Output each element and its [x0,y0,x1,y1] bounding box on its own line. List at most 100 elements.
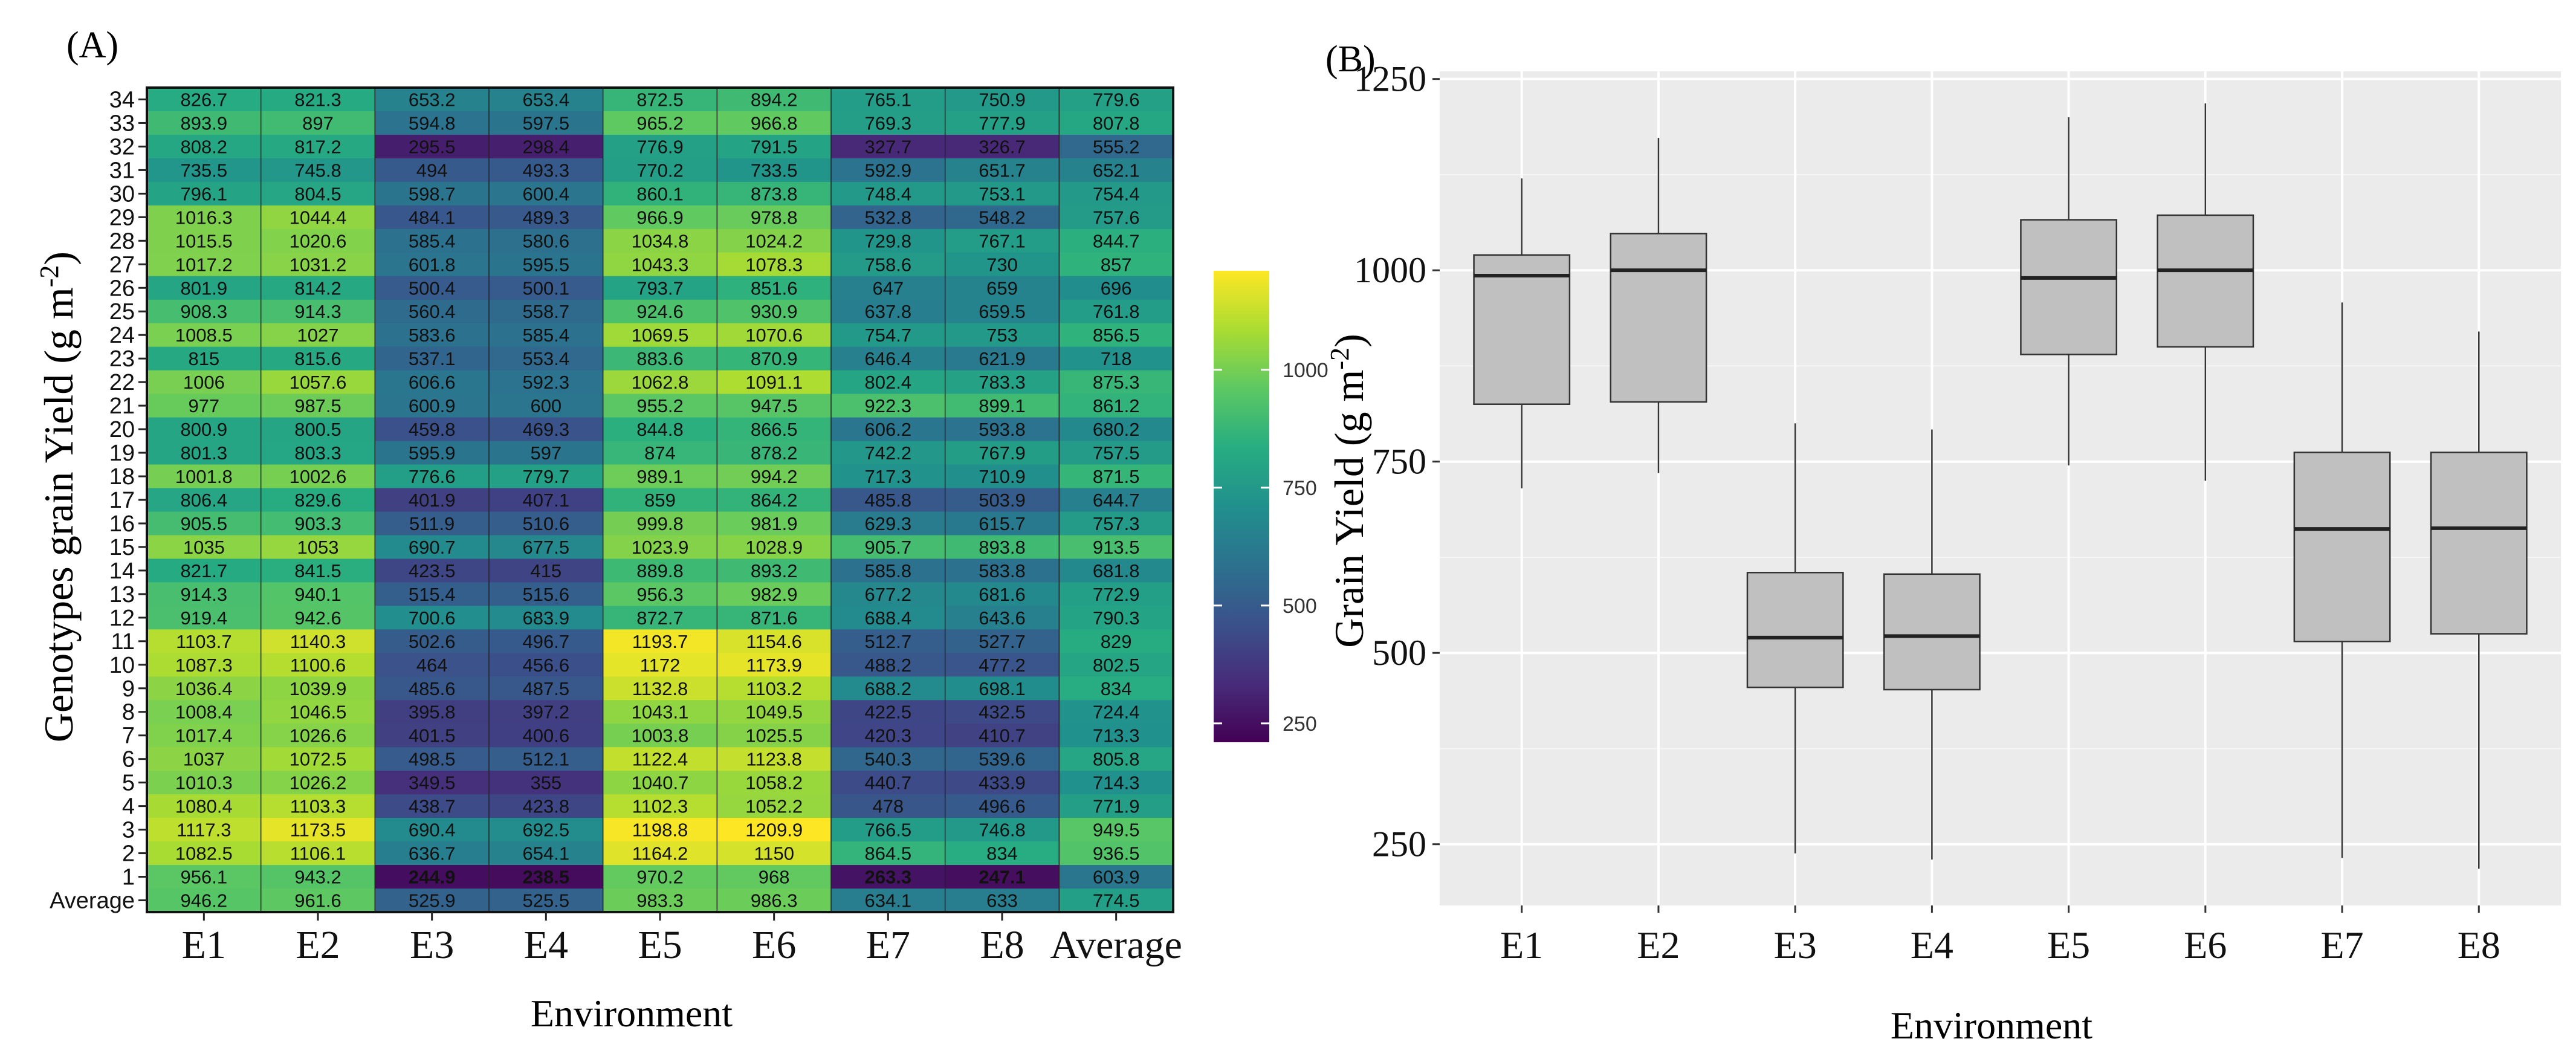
heatmap-cell-label: 999.8 [636,513,684,534]
heatmap-cell [945,252,1060,277]
heatmap-cell-label: 355 [530,772,561,794]
heatmap-cell [831,700,946,724]
heatmap-cell [831,535,946,560]
heatmap-cell [147,88,262,112]
heatmap-cell-label: 423.5 [409,560,456,581]
heatmap-cell [489,181,604,206]
heatmap-cell-label: 629.3 [865,513,912,534]
heatmap-cell [147,158,262,183]
heatmap-cell-label: 598.7 [409,183,456,204]
heatmap-cell [375,417,490,442]
heatmap-cell [489,158,604,183]
heatmap-cell [945,488,1060,513]
heatmap-cell [261,276,375,300]
heatmap-cell-label: 469.3 [523,419,570,440]
heatmap-cell-label: 793.7 [636,277,684,299]
boxplot-box-e8 [2430,331,2528,869]
heatmap-cell [603,747,717,771]
heatmap-cell-label: 860.1 [636,183,684,204]
heatmap-cell-label: 349.5 [409,772,456,794]
heatmap-cell [489,889,604,913]
heatmap-cell-label: 718 [1101,348,1132,369]
heatmap-cell [603,134,717,159]
heatmap-cell [717,653,832,677]
heatmap-cell-label: 908.3 [181,301,228,322]
heatmap-cell [261,841,375,866]
heatmap-cell-label: 595.9 [409,442,456,464]
colorbar-tick-label: 250 [1283,713,1317,736]
heatmap-cell [603,111,717,135]
heatmap-cell-label: 994.2 [751,466,798,487]
heatmap-cell [717,299,832,324]
heatmap-cell [831,370,946,395]
heatmap-cell [1059,889,1174,913]
heatmap-cell-label: 914.3 [294,301,341,322]
heatmap-cell [831,582,946,606]
heatmap-x-axis-title: Environment [531,992,733,1035]
heatmap-row-label: 20 [109,417,135,442]
heatmap-cell [261,393,375,418]
heatmap-cell [489,228,604,253]
heatmap-cell [945,535,1060,560]
heatmap-column-label: E2 [296,923,340,967]
heatmap-cell-label: 914.3 [181,584,228,605]
heatmap-cell [603,794,717,818]
boxplot-y-axis-title: Grain Yield (g m-2) [1325,334,1372,647]
heatmap-cell-label: 970.2 [636,867,684,888]
heatmap-cell [945,323,1060,348]
heatmap-cell-label: 539.6 [979,749,1026,770]
heatmap-cell-label: 1132.8 [632,678,688,699]
boxplot-box-e7 [2293,302,2391,858]
heatmap-cell [261,865,375,889]
heatmap-cell-label: 583.6 [409,325,456,346]
heatmap-cell-label: 1015.5 [175,230,233,251]
heatmap-cell-label: 1017.4 [175,725,233,746]
heatmap-cell [147,370,262,395]
heatmap-cell [375,865,490,889]
heatmap-cell [489,370,604,395]
heatmap-cell [147,252,262,277]
heatmap-cell-label: 407.1 [523,490,570,511]
heatmap-cell-label: 893.8 [979,537,1026,558]
heatmap-cell [717,393,832,418]
heatmap-cell [1059,299,1174,324]
heatmap-cell-label: 600 [530,395,561,416]
heatmap-cell [489,794,604,818]
boxplot-iqr-box [2293,452,2391,643]
heatmap-cell-label: 1154.6 [746,631,802,652]
heatmap-cell [717,228,832,253]
heatmap-cell [945,724,1060,748]
heatmap-cell-label: 644.7 [1093,490,1140,511]
heatmap-cell [375,511,490,536]
heatmap-cell [489,346,604,371]
boxplot-y-tick-label: 250 [1372,824,1426,864]
heatmap-cell [375,841,490,866]
heatmap-cell-label: 487.5 [523,678,570,699]
heatmap-cell [1059,511,1174,536]
heatmap-cell-label: 1031.2 [290,254,347,275]
heatmap-cell-label: 1020.6 [290,230,347,251]
heatmap-row-label: 32 [109,134,135,160]
heatmap-cell-label: 987.5 [294,395,341,416]
heatmap-row-label: 28 [109,228,135,254]
colorbar-tick-label: 1000 [1283,359,1328,382]
heatmap-cell [945,676,1060,701]
heatmap-cell [945,747,1060,771]
heatmap-column-label: E4 [524,923,568,967]
heatmap-row-label: 8 [122,700,135,725]
heatmap-cell [945,511,1060,536]
heatmap-cell-label: 690.4 [409,820,456,841]
heatmap-cell-label: 585.8 [865,560,912,581]
boxplot-iqr-box [1473,254,1571,405]
heatmap-cell [717,724,832,748]
heatmap-cell-label: 637.8 [865,301,912,322]
heatmap-cell [489,464,604,489]
heatmap-cell-label: 560.4 [409,301,456,322]
heatmap-cell [603,606,717,630]
heatmap-cell [375,606,490,630]
heatmap-cell [603,417,717,442]
heatmap-cell [603,771,717,795]
heatmap-cell-label: 397.2 [523,702,570,723]
heatmap-cell [375,323,490,348]
heatmap-cell [1059,111,1174,135]
